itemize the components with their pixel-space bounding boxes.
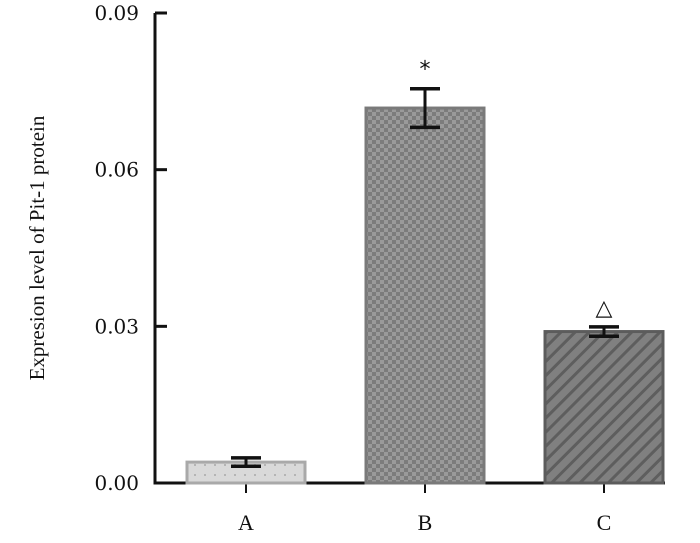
x-tick-label: B [418, 510, 433, 535]
y-tick-label: 0.03 [94, 314, 139, 338]
bar [543, 330, 665, 485]
y-axis-title: Expresion level of Pit-1 protein [25, 115, 49, 380]
x-tick-label: C [597, 510, 612, 535]
bar [364, 106, 486, 485]
significance-label: * [420, 58, 431, 83]
y-tick-label: 0.06 [94, 158, 139, 182]
significance-label: △ [596, 296, 613, 321]
y-tick-label: 0.09 [94, 1, 139, 25]
x-tick-label: A [238, 510, 254, 535]
y-tick-label: 0.00 [94, 471, 139, 495]
